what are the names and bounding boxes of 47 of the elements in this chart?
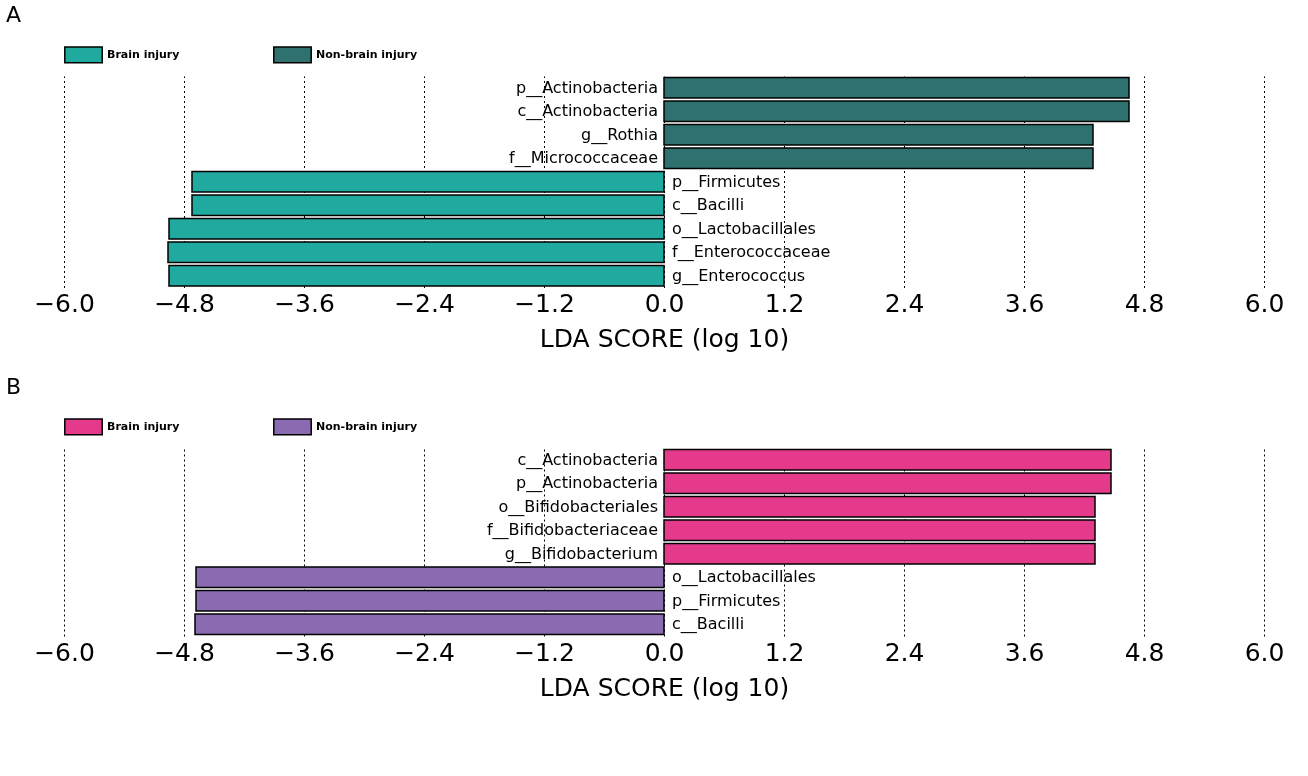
x-tick-label: 4.8 [1124,289,1165,318]
y-tick-label: c__Bacilli [672,195,745,216]
y-tick-label: o__Bifidobacteriales [498,496,658,517]
x-tick-label: −1.2 [514,637,575,667]
y-tick-label: g__Rothia [580,124,658,145]
legend-label: Non-brain injury [316,419,418,433]
y-tick-label: f__Enterococcaceae [672,242,831,263]
x-tick-label: −3.6 [274,637,335,667]
x-tick-label: −2.4 [394,289,455,318]
x-tick-label: 3.6 [1004,289,1045,318]
x-tick-label: 0.0 [644,289,685,318]
legend-label: Brain injury [107,419,180,433]
y-tick-label: g__Enterococcus [672,265,806,286]
x-tick-label: −2.4 [394,637,455,667]
chart-title: B [6,374,22,399]
x-tick-label: −4.8 [154,637,215,667]
y-tick-label: o__Lactobacillales [672,218,816,239]
y-tick-label: f__Micrococcaceae [509,148,658,169]
y-tick-label: p__Actinobacteria [516,473,658,494]
legend-label: Brain injury [107,47,180,61]
x-axis-title: LDA SCORE (log 10) [539,672,790,702]
x-tick-label: 2.4 [884,637,925,667]
x-tick-label: −6.0 [34,289,95,318]
legend-label: Non-brain injury [316,47,418,61]
x-tick-label: 6.0 [1244,637,1285,667]
chart-title: A [6,2,22,27]
x-tick-label: −6.0 [34,637,95,667]
y-tick-label: p__Firmicutes [672,590,781,611]
x-tick-label: 4.8 [1124,637,1165,667]
y-tick-label: o__Lactobacillales [672,567,816,588]
x-tick-label: −3.6 [274,289,335,318]
y-tick-label: c__Bacilli [672,614,745,635]
x-axis-title: LDA SCORE (log 10) [539,324,790,353]
x-tick-label: 6.0 [1244,289,1285,318]
x-tick-label: 1.2 [764,637,805,667]
y-tick-label: p__Actinobacteria [516,77,658,98]
x-tick-label: 0.0 [644,637,685,667]
y-tick-label: g__Bifidobacterium [504,543,658,564]
y-tick-label: p__Firmicutes [672,171,781,192]
x-tick-label: −4.8 [154,289,215,318]
x-tick-label: −1.2 [514,289,575,318]
x-tick-label: 1.2 [764,289,805,318]
y-tick-label: f__Bifidobacteriaceae [486,520,658,541]
x-tick-label: 3.6 [1004,637,1045,667]
x-tick-label: 2.4 [884,289,925,318]
y-tick-label: c__Actinobacteria [517,449,658,470]
y-tick-label: c__Actinobacteria [517,101,658,122]
